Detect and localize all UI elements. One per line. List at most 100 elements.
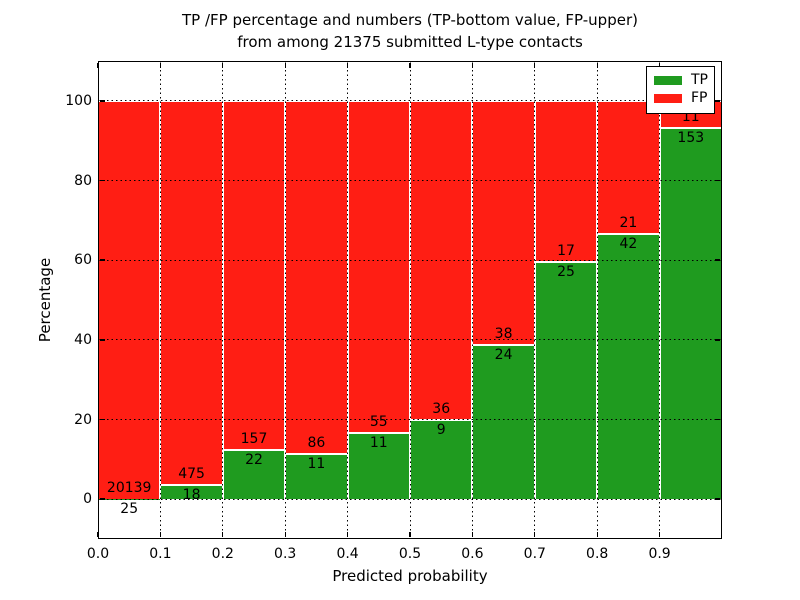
y-tick-label: 40: [74, 331, 92, 348]
y-tick-mark: [99, 339, 105, 341]
bar-edge-line: [534, 261, 598, 264]
fp-count-label: 86: [307, 434, 326, 451]
tp-count-label: 24: [494, 346, 513, 363]
x-tick-mark: [284, 62, 286, 68]
tp-count-label: 11: [307, 455, 326, 472]
bar-segment-fp: [347, 100, 410, 433]
legend-swatch-fp: [654, 93, 682, 103]
y-tick-mark: [99, 179, 105, 182]
gridline-vertical: [659, 61, 661, 539]
fp-count-label: 55: [369, 413, 388, 430]
bar-segment-fp: [597, 100, 660, 234]
gridline-horizontal: [98, 419, 722, 420]
gridline-vertical: [347, 61, 349, 539]
x-tick-mark: [284, 532, 286, 538]
gridline-horizontal: [98, 339, 722, 341]
x-tick-mark: [346, 62, 349, 68]
tp-count-label: 25: [120, 500, 139, 517]
fp-count-label: 20139: [106, 479, 152, 496]
gridline-vertical: [159, 61, 161, 539]
fp-count-label: 21: [619, 214, 638, 231]
gridline-vertical: [596, 61, 598, 539]
y-tick-label: 80: [74, 172, 92, 189]
x-tick-label: 0.7: [523, 546, 546, 562]
bar-segment-tp: [160, 484, 223, 500]
x-tick-label: 0.1: [149, 546, 172, 562]
gridline-horizontal: [98, 100, 722, 102]
bar-segment-tp: [472, 344, 535, 500]
tp-count-label: 153: [677, 129, 705, 146]
chart-title-line-1: TP /FP percentage and numbers (TP-bottom…: [182, 11, 638, 29]
fp-count-label: 475: [178, 465, 205, 482]
bar-segment-tp: [222, 450, 286, 500]
x-tick-mark: [596, 532, 598, 538]
x-tick-label: 0.0: [86, 546, 110, 562]
x-tick-label: 0.3: [274, 546, 297, 562]
y-tick-label: 100: [65, 92, 92, 109]
y-tick-mark: [99, 100, 105, 102]
bar-segment-tp: [659, 127, 722, 500]
legend-label-tp: TP: [691, 72, 708, 88]
bar-edge-line: [285, 452, 348, 455]
x-tick-label: 0.6: [461, 546, 484, 562]
y-tick-label: 20: [74, 411, 92, 428]
x-tick-mark: [658, 532, 661, 538]
gridline-vertical: [471, 61, 473, 539]
tp-count-label: 18: [182, 486, 201, 503]
x-tick-mark: [471, 62, 474, 68]
gridline-vertical: [409, 61, 411, 539]
y-tick-mark: [715, 498, 721, 500]
x-tick-label: 0.4: [336, 546, 359, 562]
y-tick-mark: [99, 259, 105, 261]
legend-swatch-tp: [654, 75, 682, 85]
bar-segment-fp: [285, 100, 348, 454]
y-tick-mark: [715, 259, 721, 261]
x-tick-mark: [159, 532, 162, 538]
x-tick-mark: [658, 62, 661, 68]
x-tick-mark: [222, 62, 224, 68]
tp-count-label: 42: [619, 235, 638, 252]
fp-count-label: 36: [432, 400, 451, 417]
bar-edge-line: [597, 232, 660, 235]
legend: TP FP: [646, 66, 715, 114]
gridline-vertical: [284, 61, 286, 539]
bar-edge-line: [160, 483, 223, 486]
y-tick-mark: [99, 498, 105, 500]
tp-count-label: 25: [557, 264, 575, 281]
gridline-vertical: [222, 61, 224, 539]
x-tick-mark: [159, 62, 162, 68]
gridline-horizontal: [98, 180, 722, 181]
bar-edge-line: [347, 431, 410, 434]
x-tick-mark: [534, 62, 536, 68]
x-tick-mark: [409, 532, 411, 538]
tp-count-label: 9: [436, 421, 446, 438]
y-tick-mark: [715, 418, 721, 421]
bar-edge-line: [472, 343, 535, 346]
bar-segment-fp: [472, 100, 535, 345]
tp-count-label: 22: [245, 452, 263, 469]
fp-count-label: 17: [557, 243, 575, 260]
x-tick-label: 0.9: [648, 546, 671, 562]
fp-count-label: 38: [494, 325, 513, 342]
legend-row-fp: FP: [647, 89, 714, 107]
bar-segment-tp: [285, 453, 348, 500]
bar-segment-tp: [347, 432, 410, 500]
gridline-horizontal: [98, 498, 722, 500]
x-tick-label: 0.5: [398, 546, 422, 562]
bar-segment-fp: [160, 100, 223, 485]
x-tick-mark: [97, 532, 99, 538]
bar-edge-line: [659, 126, 722, 129]
x-tick-mark: [471, 532, 474, 538]
y-tick-mark: [715, 179, 721, 182]
legend-row-tp: TP: [647, 71, 714, 89]
x-axis-label: Predicted probability: [332, 567, 488, 585]
x-tick-label: 0.8: [586, 546, 609, 562]
x-tick-label: 0.2: [211, 546, 234, 562]
bar-segment-fp: [222, 100, 286, 451]
bar-edge-line: [222, 449, 286, 452]
bar-segment-tp: [410, 419, 473, 500]
x-tick-mark: [534, 532, 536, 538]
x-tick-mark: [596, 62, 598, 68]
x-tick-mark: [409, 62, 411, 68]
y-tick-label: 0: [83, 491, 92, 508]
